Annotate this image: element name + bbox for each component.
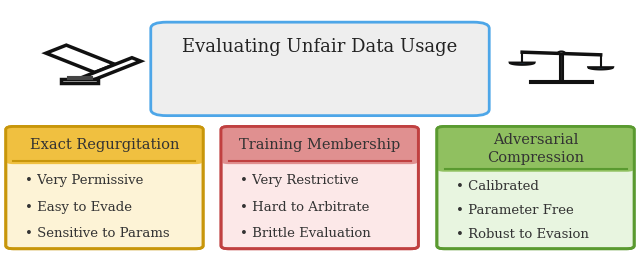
Text: • Very Restrictive: • Very Restrictive [240,174,359,187]
Bar [450,148,621,169]
Text: • Calibrated: • Calibrated [456,180,539,193]
Text: • Very Permissive: • Very Permissive [25,174,143,187]
FancyBboxPatch shape [6,126,203,249]
Polygon shape [61,79,98,83]
Text: • Easy to Evade: • Easy to Evade [25,201,132,214]
Text: • Hard to Arbitrate: • Hard to Arbitrate [240,201,369,214]
Text: • Parameter Free: • Parameter Free [456,204,574,217]
Text: Adversarial
Compression: Adversarial Compression [487,133,584,165]
Polygon shape [78,58,141,83]
Bar [234,145,406,161]
Bar [531,81,593,83]
Bar [19,145,190,161]
FancyBboxPatch shape [6,126,203,164]
Text: • Robust to Evasion: • Robust to Evasion [456,228,589,241]
FancyBboxPatch shape [437,126,634,172]
Circle shape [558,52,564,54]
FancyBboxPatch shape [437,126,634,249]
Text: Evaluating Unfair Data Usage: Evaluating Unfair Data Usage [182,38,458,56]
Text: • Sensitive to Params: • Sensitive to Params [25,227,170,240]
Bar [560,53,563,83]
FancyBboxPatch shape [221,126,419,249]
FancyBboxPatch shape [221,126,419,164]
Polygon shape [46,45,115,72]
Polygon shape [509,62,534,65]
Text: Training Membership: Training Membership [239,138,400,152]
Polygon shape [68,77,92,79]
FancyBboxPatch shape [151,22,489,116]
Text: Exact Regurgitation: Exact Regurgitation [29,138,179,152]
Text: • Brittle Evaluation: • Brittle Evaluation [240,227,371,240]
Polygon shape [588,67,613,69]
